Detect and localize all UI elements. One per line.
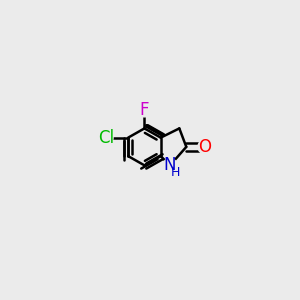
Text: Cl: Cl — [98, 129, 114, 147]
Circle shape — [163, 158, 177, 172]
Text: O: O — [198, 138, 212, 156]
Text: F: F — [140, 101, 149, 119]
Text: H: H — [170, 166, 180, 179]
Text: N: N — [164, 156, 176, 174]
Circle shape — [137, 103, 152, 117]
Circle shape — [99, 131, 113, 145]
Circle shape — [198, 140, 212, 154]
